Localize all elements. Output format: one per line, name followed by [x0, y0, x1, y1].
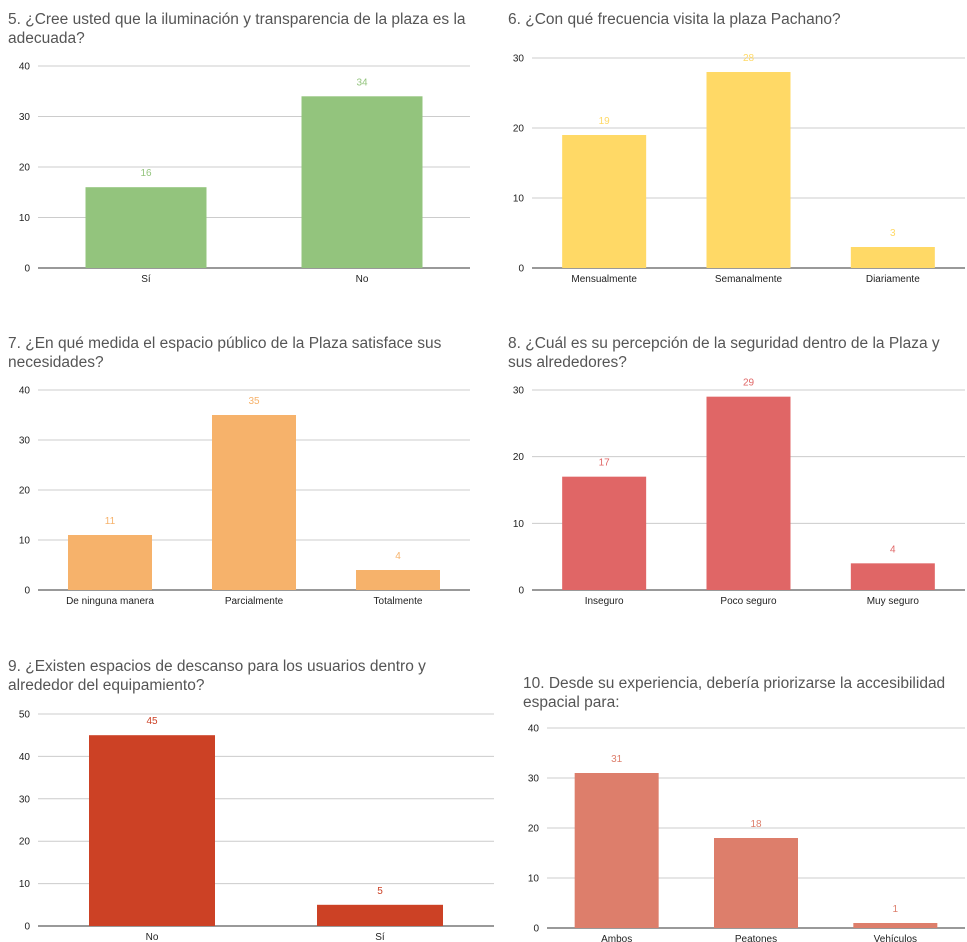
y-tick-label: 20 — [19, 486, 31, 497]
data-label: 28 — [743, 53, 755, 64]
y-tick-label: 0 — [518, 264, 524, 275]
bar-1 — [562, 476, 647, 590]
bar-chart-6: 0 10 20 30 19 Mensualmente 28 Semanalmente 3 Diar… — [513, 53, 965, 285]
chart-panel-10: 10. Desde su experiencia, debería priori… — [523, 674, 967, 942]
y-tick-label: 20 — [528, 824, 540, 835]
bar-1 — [574, 773, 659, 928]
data-label: 11 — [105, 516, 116, 527]
data-label: 4 — [890, 544, 896, 555]
data-label: 3 — [890, 228, 896, 239]
y-tick-label: 0 — [518, 586, 524, 597]
data-label: 34 — [356, 77, 368, 88]
x-tick-label: Totalmente — [374, 596, 423, 607]
y-tick-label: 10 — [19, 879, 31, 890]
chart-title: 6. ¿Con qué frecuencia visita la plaza P… — [508, 11, 841, 28]
y-tick-label: 10 — [513, 194, 525, 205]
x-tick-label: Sí — [141, 274, 151, 285]
bar-2 — [706, 396, 791, 590]
data-label: 31 — [611, 754, 623, 765]
x-tick-label: Semanalmente — [715, 274, 783, 285]
y-tick-label: 30 — [513, 386, 525, 397]
data-label: 5 — [377, 886, 383, 897]
y-tick-label: 10 — [19, 536, 31, 547]
data-label: 18 — [750, 819, 762, 830]
bar-2 — [317, 904, 443, 926]
bar-1 — [89, 735, 215, 926]
x-tick-label: Poco seguro — [720, 596, 777, 607]
bar-1 — [68, 535, 152, 590]
bar-1 — [562, 135, 647, 268]
bar-chart-8: 0 10 20 30 17 Inseguro 29 Poco seguro 4 Muy segur… — [513, 378, 965, 607]
x-tick-label: Ambos — [601, 934, 632, 942]
x-tick-label: No — [356, 274, 369, 285]
y-tick-label: 40 — [528, 724, 540, 735]
bar-3 — [853, 923, 938, 928]
y-tick-label: 20 — [19, 163, 31, 174]
y-tick-label: 10 — [528, 874, 540, 885]
chart-panel-8: 8. ¿Cuál es su percepción de la segurida… — [508, 334, 967, 614]
y-tick-label: 0 — [24, 922, 30, 933]
bar-2 — [212, 415, 296, 590]
x-tick-label: Diariamente — [866, 274, 920, 285]
chart-title: 9. ¿Existen espacios de descanso para lo… — [8, 658, 426, 694]
bar-3 — [850, 563, 935, 590]
bar-chart-7: 0 10 20 30 40 11 De ninguna manera 35 Parcialmen… — [19, 386, 470, 607]
y-tick-label: 10 — [513, 519, 525, 530]
chart-title: 5. ¿Cree usted que la iluminación y tran… — [8, 11, 466, 47]
y-tick-label: 50 — [19, 710, 31, 721]
y-tick-label: 40 — [19, 752, 31, 763]
y-tick-label: 0 — [24, 586, 30, 597]
y-tick-label: 20 — [513, 452, 525, 463]
bar-2 — [706, 72, 791, 268]
chart-title: 7. ¿En qué medida el espacio público de … — [8, 335, 442, 371]
data-label: 45 — [146, 716, 158, 727]
bar-chart-5: 0 10 20 30 40 16 Sí 34 No — [19, 62, 470, 285]
chart-panel-6: 6. ¿Con qué frecuencia visita la plaza P… — [508, 10, 967, 290]
y-tick-label: 40 — [19, 386, 31, 397]
chart-title: 10. Desde su experiencia, debería priori… — [523, 675, 946, 711]
y-tick-label: 0 — [24, 264, 30, 275]
y-tick-label: 0 — [533, 924, 539, 935]
chart-title: 8. ¿Cuál es su percepción de la segurida… — [508, 335, 940, 371]
y-tick-label: 30 — [19, 794, 31, 805]
chart-panel-5: 5. ¿Cree usted que la iluminación y tran… — [8, 10, 478, 290]
x-tick-label: Vehículos — [874, 934, 917, 942]
y-tick-label: 30 — [19, 436, 31, 447]
x-tick-label: Inseguro — [585, 596, 624, 607]
chart-panel-9: 9. ¿Existen espacios de descanso para lo… — [8, 657, 498, 942]
data-label: 19 — [599, 116, 611, 127]
x-tick-label: Peatones — [735, 934, 777, 942]
x-tick-label: De ninguna manera — [66, 596, 154, 607]
bar-3 — [356, 570, 440, 590]
y-tick-label: 40 — [19, 62, 31, 73]
bar-1 — [85, 187, 207, 268]
y-tick-label: 30 — [19, 112, 31, 123]
x-tick-label: No — [146, 932, 159, 942]
y-tick-label: 20 — [19, 837, 31, 848]
x-tick-label: Muy seguro — [867, 596, 920, 607]
data-label: 1 — [893, 904, 899, 915]
y-tick-label: 30 — [513, 54, 525, 65]
y-tick-label: 30 — [528, 774, 540, 785]
x-tick-label: Parcialmente — [225, 596, 284, 607]
bar-2 — [301, 96, 423, 268]
y-tick-label: 10 — [19, 213, 31, 224]
bar-chart-10: 0 10 20 30 40 31 Ambos 18 Peatones 1 Vehículos — [528, 724, 965, 942]
bar-2 — [714, 838, 798, 928]
bar-chart-9: 0 10 20 30 40 50 45 No 5 Sí — [19, 710, 494, 942]
data-label: 35 — [248, 396, 260, 407]
y-tick-label: 20 — [513, 124, 525, 135]
x-tick-label: Sí — [375, 932, 385, 942]
data-label: 29 — [743, 378, 755, 389]
data-label: 16 — [140, 168, 152, 179]
x-tick-label: Mensualmente — [571, 274, 637, 285]
chart-panel-7: 7. ¿En qué medida el espacio público de … — [8, 334, 478, 614]
data-label: 17 — [599, 458, 611, 469]
data-label: 4 — [395, 551, 401, 562]
bar-3 — [850, 247, 935, 268]
